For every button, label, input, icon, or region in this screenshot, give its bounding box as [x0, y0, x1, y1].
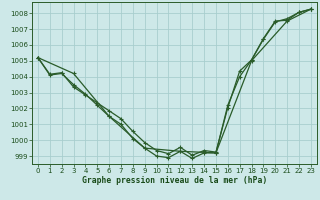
X-axis label: Graphe pression niveau de la mer (hPa): Graphe pression niveau de la mer (hPa): [82, 176, 267, 185]
